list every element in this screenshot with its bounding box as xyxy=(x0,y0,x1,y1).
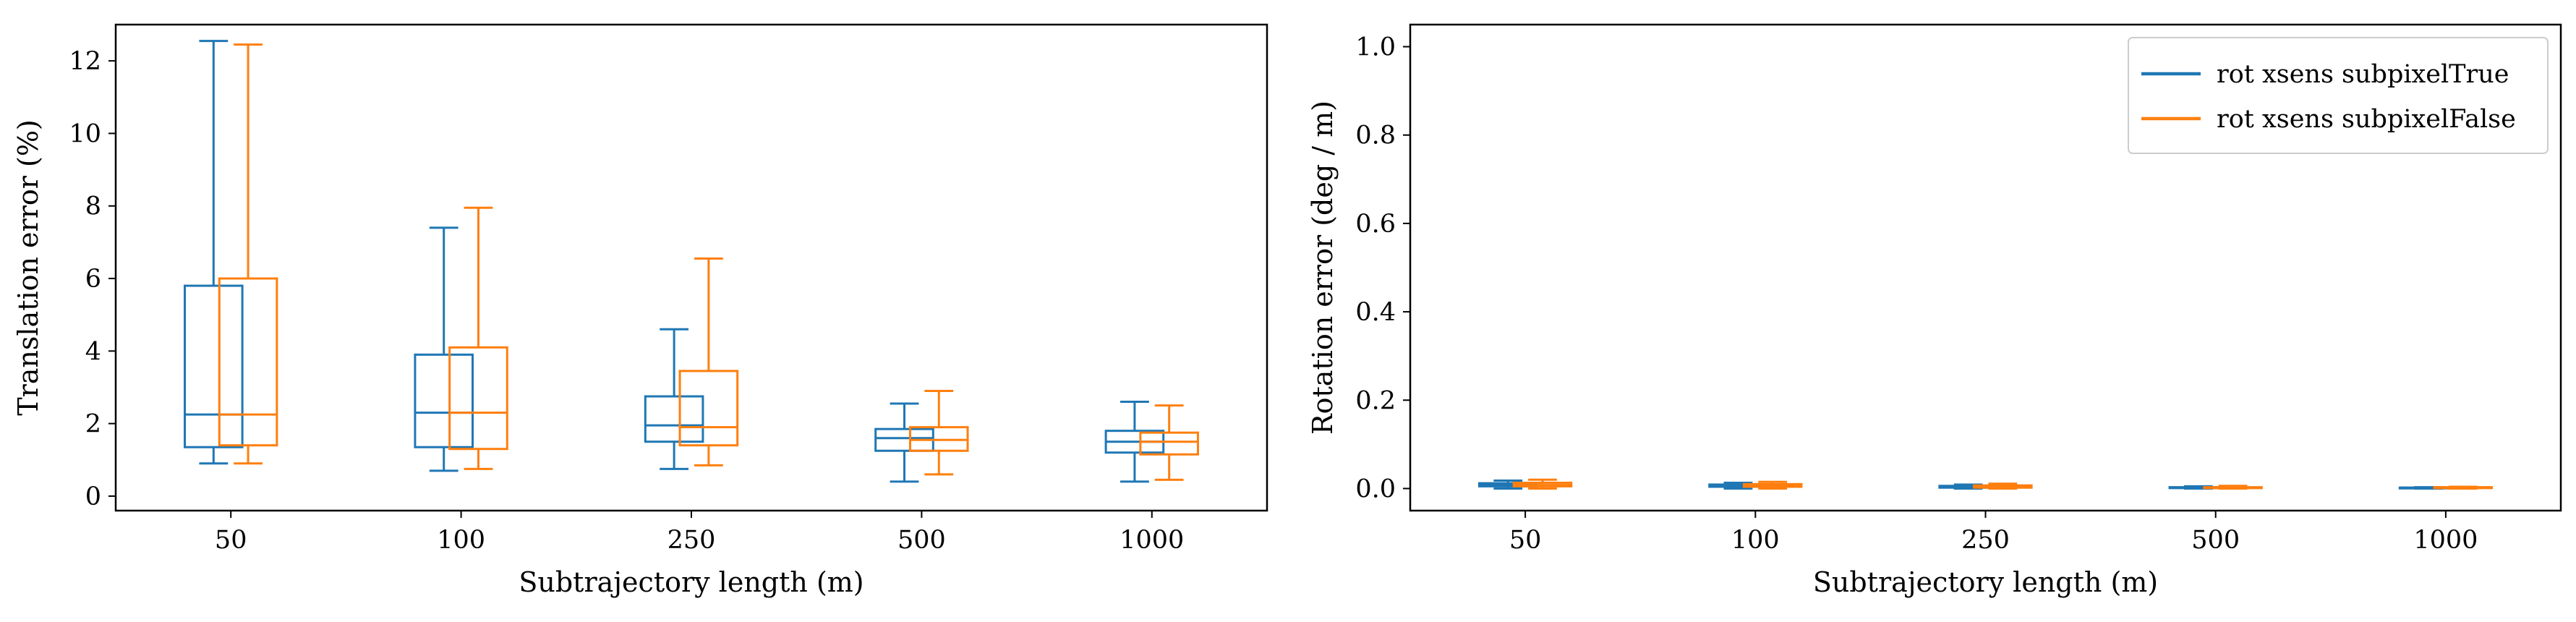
y-tick-label: 0 xyxy=(85,482,101,511)
box-group xyxy=(678,257,739,466)
y-tick-label: 0.0 xyxy=(1355,474,1396,503)
y-tick-label: 12 xyxy=(69,47,101,76)
y-tick-label: 0.2 xyxy=(1355,386,1396,415)
box xyxy=(678,370,739,447)
legend: rot xsens subpixelTrue rot xsens subpixel… xyxy=(2128,37,2549,154)
x-axis-label: Subtrajectory length (m) xyxy=(1813,566,2158,598)
legend-entry: rot xsens subpixelTrue xyxy=(2217,60,2509,89)
plot-frame xyxy=(114,23,1268,512)
box xyxy=(184,284,244,448)
box xyxy=(218,277,278,447)
x-tick-label: 250 xyxy=(668,526,716,555)
box-group xyxy=(1512,478,1573,490)
box-group xyxy=(1104,401,1165,483)
y-tick-label: 8 xyxy=(85,192,101,221)
box-group xyxy=(414,226,474,472)
y-tick-label: 0.8 xyxy=(1355,122,1396,150)
box-group xyxy=(1139,404,1199,481)
x-tick-label: 50 xyxy=(215,526,247,555)
box-group xyxy=(1973,482,2033,490)
rotation-error-chart: 0.0 0.2 0.4 0.6 0.8 1.0 50 100 250 500 1000 Subtraj… xyxy=(1307,23,2562,598)
legend-entry: rot xsens subpixelFalse xyxy=(2217,105,2516,134)
box-group xyxy=(874,402,934,483)
y-tick-label: 10 xyxy=(69,119,101,148)
y-tick-label: 0.4 xyxy=(1355,298,1396,327)
box xyxy=(644,395,704,443)
x-tick-label: 100 xyxy=(1731,526,1780,555)
box xyxy=(1139,431,1199,456)
y-axis-label: Rotation error (deg / m) xyxy=(1307,101,1339,435)
box-group xyxy=(184,40,244,465)
box-group xyxy=(1742,480,1803,490)
x-tick-label: 1000 xyxy=(2413,526,2478,555)
box xyxy=(448,346,508,451)
y-tick-label: 2 xyxy=(85,410,101,439)
y-axis-label: Translation error (%) xyxy=(12,119,44,416)
box-group xyxy=(644,328,704,470)
y-tick-label: 0.6 xyxy=(1355,210,1396,239)
x-tick-label: 50 xyxy=(1509,526,1542,555)
legend-frame xyxy=(2128,37,2549,154)
box-group xyxy=(218,43,278,465)
y-tick-label: 6 xyxy=(85,265,101,294)
y-tick-label: 4 xyxy=(85,337,101,366)
translation-error-chart: 0 2 4 6 8 10 12 50 100 250 500 1000 Subtrajectory le… xyxy=(12,23,1268,598)
box-group xyxy=(2433,485,2494,490)
box-group xyxy=(908,390,969,476)
y-tick-label: 1.0 xyxy=(1355,33,1396,62)
x-axis-label: Subtrajectory length (m) xyxy=(519,566,863,598)
x-tick-label: 250 xyxy=(1961,526,2010,555)
box-group xyxy=(2203,485,2263,490)
box-group xyxy=(448,206,508,470)
box xyxy=(414,353,474,448)
x-tick-label: 1000 xyxy=(1119,526,1184,555)
x-tick-label: 500 xyxy=(897,526,946,555)
x-tick-label: 100 xyxy=(437,526,485,555)
x-tick-label: 500 xyxy=(2191,526,2240,555)
